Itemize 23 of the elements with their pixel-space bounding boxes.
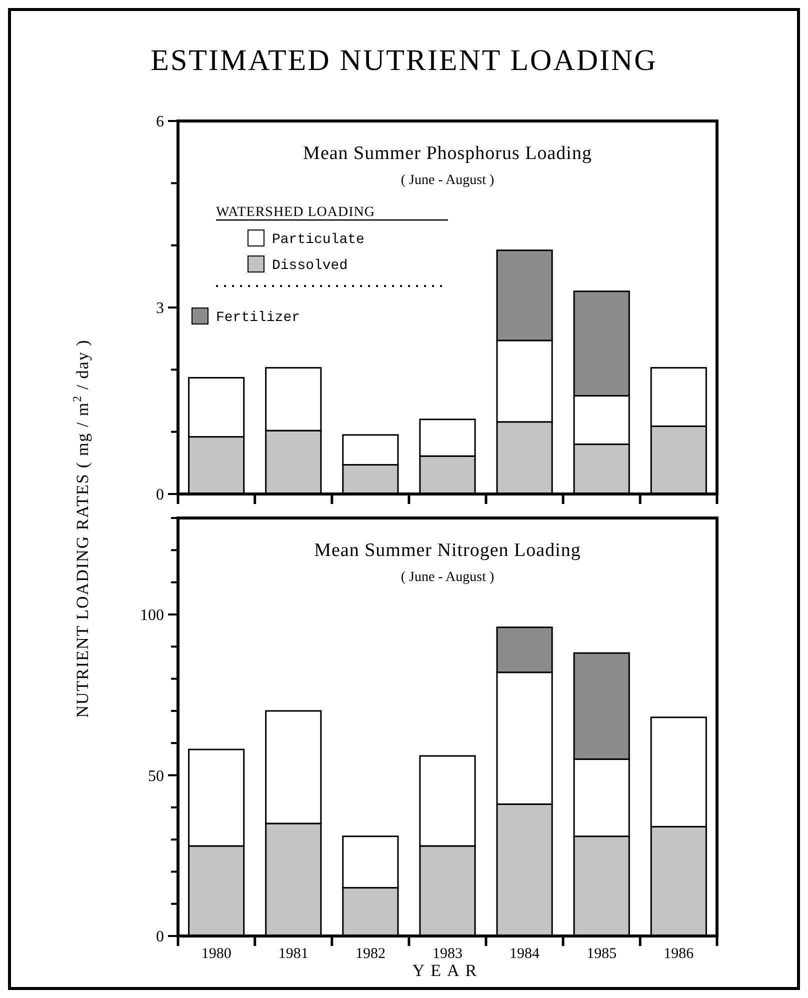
x-tick-label: 1982 <box>355 946 386 962</box>
text: Mean Summer Phosphorus Loading <box>303 143 592 164</box>
x-tick-label: 1984 <box>510 946 540 962</box>
legend-label: Particulate <box>272 232 364 248</box>
text: ( June - August ) <box>400 173 494 188</box>
x-tick-label: 1986 <box>664 946 694 962</box>
y-tick-label: 100 <box>140 607 164 624</box>
x-tick-label: 1983 <box>432 946 462 962</box>
y-tick-label: 0 <box>156 486 164 504</box>
x-axis-title: YEAR <box>412 961 483 980</box>
y-tick-label: 50 <box>148 768 164 785</box>
y-tick-label: 0 <box>156 928 164 946</box>
x-tick-label: 1981 <box>278 946 308 962</box>
legend-title: WATERSHED LOADING <box>216 205 375 220</box>
y-tick-label: 6 <box>156 114 164 131</box>
x-tick-label: 1985 <box>586 946 617 962</box>
x-tick-label: 1980 <box>201 946 232 962</box>
legend-label: Dissolved <box>272 258 348 274</box>
text: ( June - August ) <box>400 570 494 585</box>
text: Mean Summer Nitrogen Loading <box>314 540 581 561</box>
y-tick-label: 3 <box>156 300 164 318</box>
legend-label: Fertilizer <box>216 310 300 326</box>
text: ESTIMATED NUTRIENT LOADING <box>150 44 658 77</box>
